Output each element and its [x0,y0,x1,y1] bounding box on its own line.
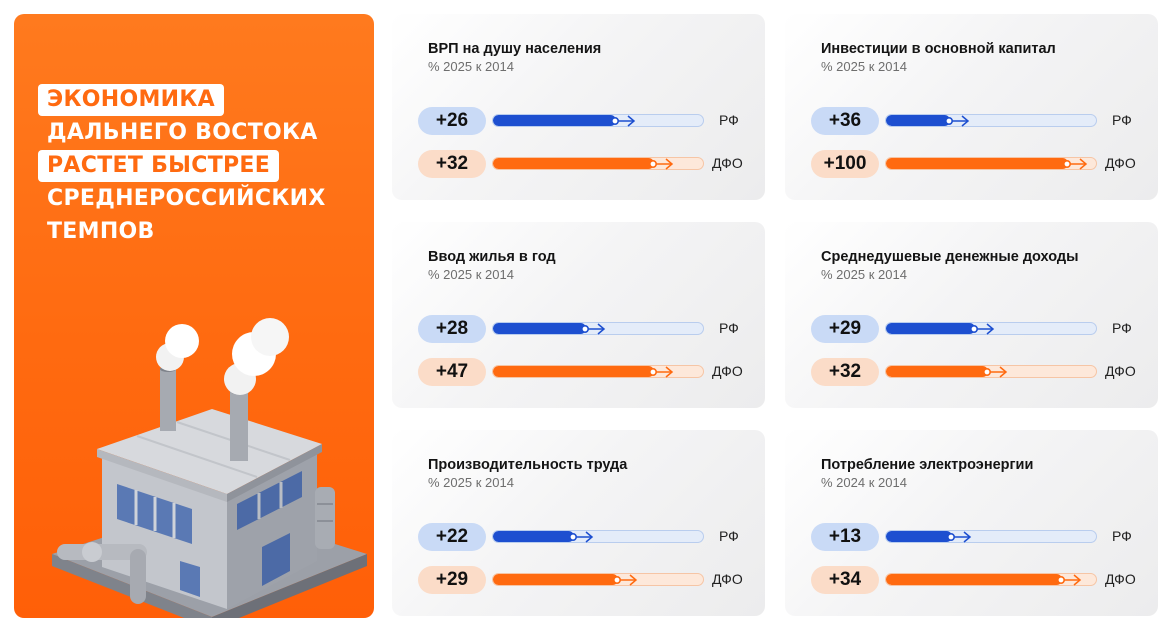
rf-row: +36 РФ [811,107,1147,135]
dfo-value-badge: +32 [811,358,879,386]
card-subtitle: % 2025 к 2014 [428,267,514,282]
rf-bar-fill [886,115,950,126]
card-subtitle: % 2025 к 2014 [428,59,514,74]
rf-bar-fill [493,115,616,126]
dfo-bar-track [885,573,1097,586]
dfo-value-badge: +100 [811,150,879,178]
rf-bar-track [492,530,704,543]
rf-row: +28 РФ [418,315,754,343]
rf-value-badge: +29 [811,315,879,343]
arrow-icon [1062,158,1088,170]
card-title: Ввод жилья в год [428,249,556,265]
rf-row: +13 РФ [811,523,1147,551]
dfo-row: +34 ДФО [811,566,1147,594]
dfo-value-badge: +34 [811,566,879,594]
headline: ЭКОНОМИКА ДАЛЬНЕГО ВОСТОКА РАСТЕТ БЫСТРЕ… [38,84,335,249]
card-title: Производительность труда [428,457,628,473]
dfo-bar-fill [886,366,988,377]
dfo-row: +47 ДФО [418,358,754,386]
headline-line-1: ЭКОНОМИКА [38,84,224,116]
card-subtitle: % 2025 к 2014 [428,475,514,490]
dfo-bar-track [492,573,704,586]
dfo-value-badge: +32 [418,150,486,178]
rf-bar-track [885,114,1097,127]
dfo-bar-track [885,157,1097,170]
headline-line-3: РАСТЕТ БЫСТРЕЕ [38,150,280,182]
indicator-card: Среднедушевые денежные доходы % 2025 к 20… [785,222,1158,408]
arrow-icon [969,323,995,335]
factory-illustration [52,318,367,618]
dfo-row: +32 ДФО [418,150,754,178]
arrow-icon [612,574,638,586]
dfo-row: +32 ДФО [811,358,1147,386]
arrow-icon [946,531,972,543]
arrow-icon [610,115,636,127]
rf-label: РФ [1112,528,1132,544]
rf-row: +26 РФ [418,107,754,135]
indicator-card: ВРП на душу населения% 2025 к 2014 +26 РФ +… [392,14,765,200]
card-title: Потребление электроэнергии [821,457,1034,473]
dfo-label: ДФО [712,155,743,171]
dfo-label: ДФО [712,363,743,379]
indicator-card: Ввод жилья в год % 2025 к 2014 +28 РФ +47 ДФО [392,222,765,408]
dfo-bar-fill [493,574,618,585]
arrow-icon [568,531,594,543]
dfo-label: ДФО [712,571,743,587]
headline-line-4: СРЕДНЕРОССИЙСКИХ [47,186,326,211]
rf-label: РФ [1112,320,1132,336]
dfo-row: +29 ДФО [418,566,754,594]
card-subtitle: % 2024 к 2014 [821,475,907,490]
dfo-bar-fill [886,158,1068,169]
arrow-icon [1056,574,1082,586]
dfo-bar-fill [886,574,1062,585]
rf-label: РФ [1112,112,1132,128]
rf-bar-track [492,114,704,127]
card-title: ВРП на душу населения [428,41,602,57]
arrow-icon [648,366,674,378]
indicator-card: Инвестиции в основной капитал % 2025 к 20… [785,14,1158,200]
dfo-label: ДФО [1105,155,1136,171]
rf-row: +22 РФ [418,523,754,551]
dfo-bar-fill [493,366,654,377]
card-title: Инвестиции в основной капитал [821,41,1056,57]
rf-bar-fill [493,323,586,334]
rf-value-badge: +28 [418,315,486,343]
indicator-card: Потребление электроэнергии % 2024 к 2014 +… [785,430,1158,616]
dfo-label: ДФО [1105,571,1136,587]
dfo-label: ДФО [1105,363,1136,379]
rf-value-badge: +13 [811,523,879,551]
card-subtitle: % 2025 к 2014 [821,267,907,282]
dfo-row: +100 ДФО [811,150,1147,178]
arrow-icon [944,115,970,127]
indicator-card: Производительность труда % 2025 к 2014 +22… [392,430,765,616]
arrow-icon [648,158,674,170]
rf-value-badge: +26 [418,107,486,135]
headline-line-5: ТЕМПОВ [47,219,155,244]
dfo-value-badge: +47 [418,358,486,386]
rf-value-badge: +36 [811,107,879,135]
rf-label: РФ [719,528,739,544]
rf-value-badge: +22 [418,523,486,551]
rf-bar-fill [886,531,952,542]
rf-row: +29 РФ [811,315,1147,343]
dfo-value-badge: +29 [418,566,486,594]
dfo-bar-fill [493,158,654,169]
hero-panel: ЭКОНОМИКА ДАЛЬНЕГО ВОСТОКА РАСТЕТ БЫСТРЕ… [14,14,374,618]
headline-line-2: ДАЛЬНЕГО ВОСТОКА [47,120,318,145]
arrow-icon [982,366,1008,378]
card-title: Среднедушевые денежные доходы [821,249,1079,265]
arrow-icon [580,323,606,335]
rf-label: РФ [719,112,739,128]
rf-bar-track [885,530,1097,543]
rf-bar-fill [493,531,574,542]
rf-label: РФ [719,320,739,336]
rf-bar-fill [886,323,975,334]
card-subtitle: % 2025 к 2014 [821,59,907,74]
